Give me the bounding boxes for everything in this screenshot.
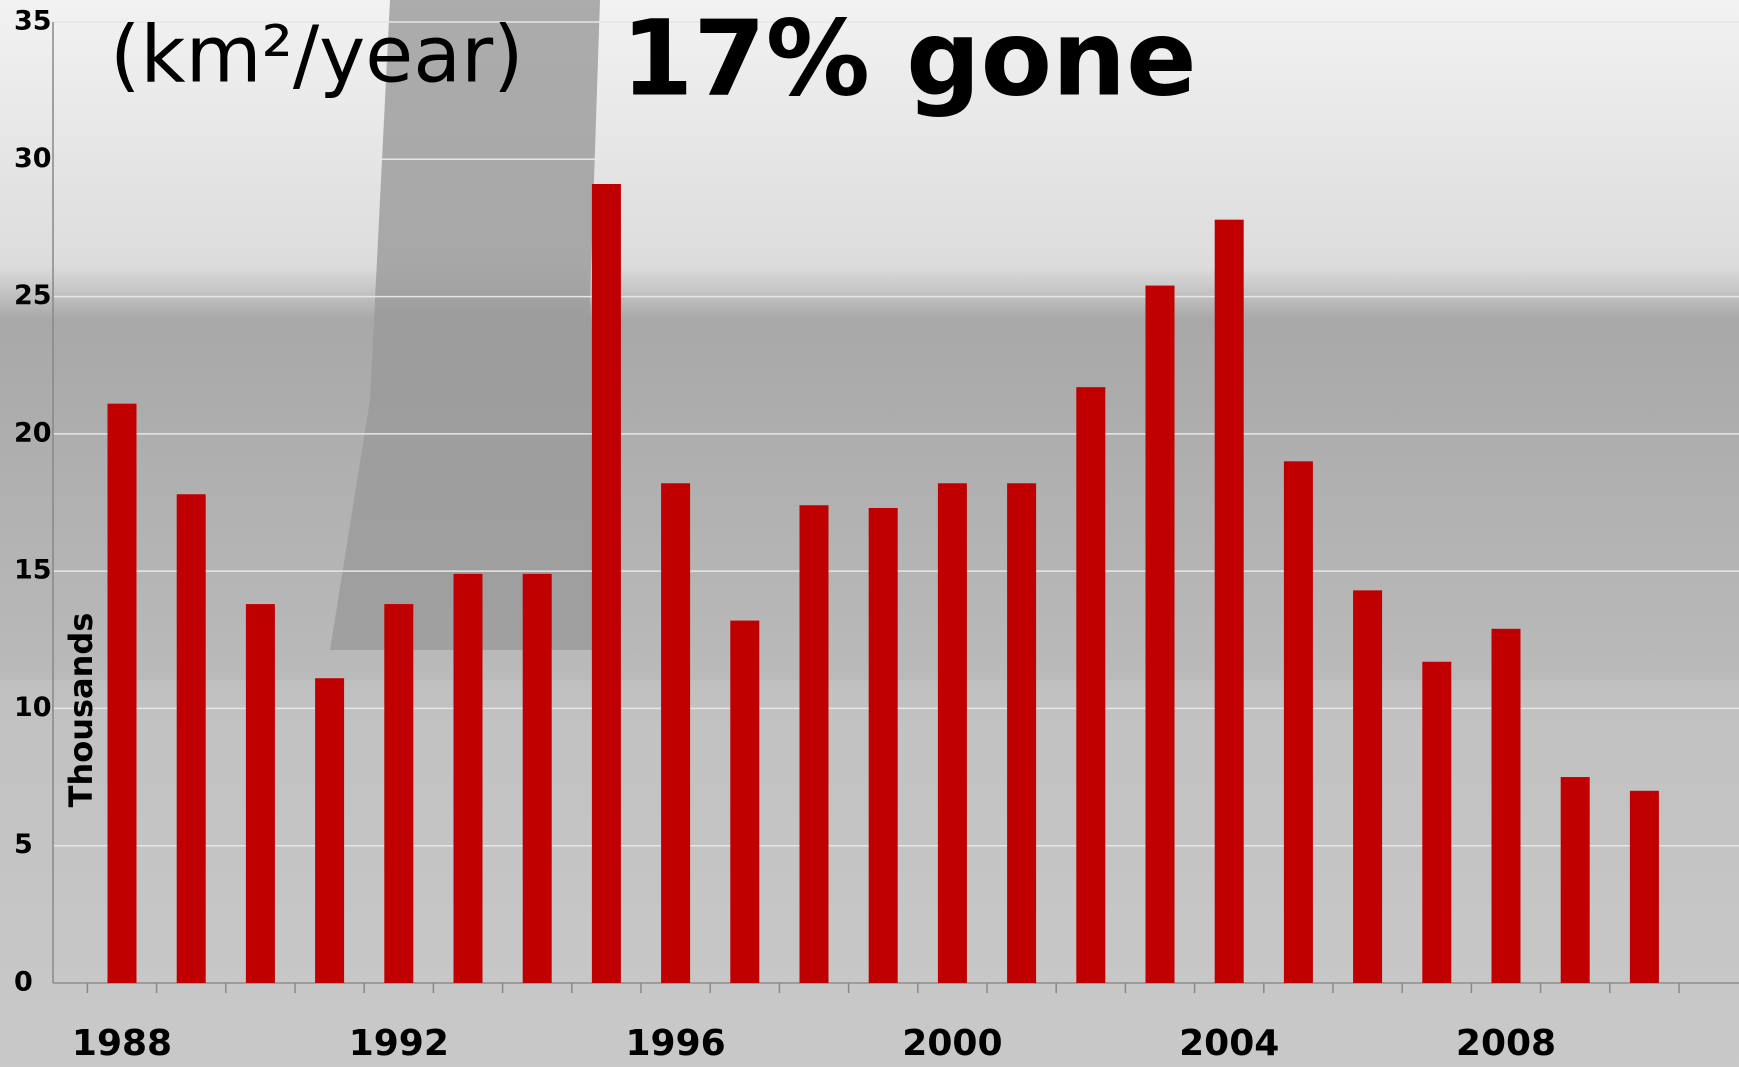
y-tick-label: 20 [14,417,52,448]
bar [522,573,552,983]
bar [1491,628,1521,983]
y-tick-label: 30 [14,143,52,174]
bar [384,604,414,983]
y-tick-label: 0 [14,967,33,998]
y-tick-label: 10 [14,692,52,723]
x-tick-label: 1996 [625,1023,725,1064]
x-tick-label: 1988 [72,1023,172,1064]
bar [1353,590,1383,983]
bar [245,604,275,983]
bar [1560,777,1590,983]
bar [799,505,829,983]
bar [1076,387,1106,983]
bar [868,507,898,983]
bar [661,483,691,983]
bar [937,483,967,983]
bar [453,573,483,983]
x-tick-label: 1992 [349,1023,449,1064]
bar [1145,285,1175,983]
bar [1422,661,1452,983]
y-tick-label: 5 [14,829,33,860]
bar [1214,219,1244,984]
bar [1283,461,1313,983]
bar [1007,483,1037,983]
tree-trunk [330,0,610,650]
bar [107,403,137,983]
x-tick-label: 2004 [1179,1023,1279,1064]
y-tick-label: 35 [14,6,52,37]
bar [315,678,345,983]
y-tick-label: 15 [14,555,52,586]
chart-title: (km²/year) [110,10,524,100]
plot: 0 5 10 15 20 25 30 35 1988 1992 1996 2000 2004 2008 [14,6,1739,1064]
bar [1629,790,1659,983]
x-tick-label: 2000 [902,1023,1002,1064]
annotation: 17% gone [621,0,1197,119]
y-tick-label: 25 [14,280,52,311]
bar [176,494,206,983]
x-tick-label: 2008 [1456,1023,1556,1064]
y-axis-label: Thousands [62,613,100,808]
bar [730,620,760,983]
bar [591,183,621,984]
